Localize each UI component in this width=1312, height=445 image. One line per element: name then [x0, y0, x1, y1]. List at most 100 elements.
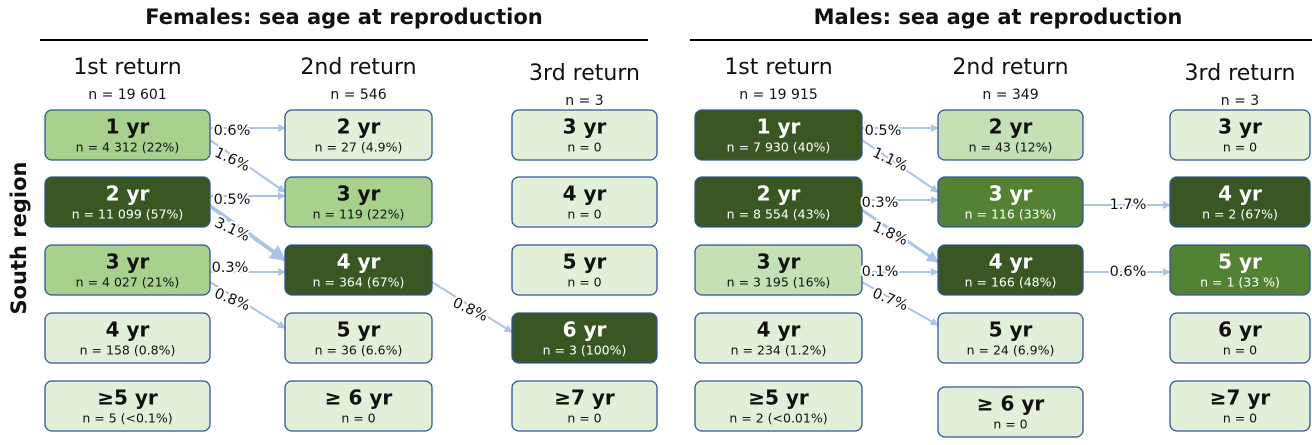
arrow [431, 281, 513, 333]
age-box [44, 380, 211, 432]
age-box [284, 380, 433, 432]
box-age: 2 yr [337, 115, 381, 139]
box-age: 1 yr [106, 115, 150, 139]
arrow-label: 0.5% [214, 192, 251, 208]
column-header: 2nd return [952, 55, 1068, 80]
box-age: 4 yr [563, 182, 607, 206]
age-box [284, 244, 433, 296]
arrow-label: 0.3% [862, 195, 899, 211]
age-box [937, 312, 1084, 364]
box-n: n = 3 (100%) [543, 343, 627, 358]
box-n: n = 4 027 (21%) [76, 275, 180, 290]
age-box [694, 244, 863, 296]
box-n: n = 1 (33 %) [1200, 275, 1280, 290]
age-box [694, 109, 863, 161]
arrow-label: 0.1% [862, 264, 899, 280]
box-n: n = 166 (48%) [965, 275, 1057, 290]
column-header: 1st return [724, 55, 832, 80]
age-box [1169, 244, 1311, 296]
column-n: n = 19 601 [88, 87, 167, 103]
arrow-label: 0.8% [212, 286, 252, 315]
arrow-label: 0.7% [870, 286, 910, 315]
age-box [937, 244, 1084, 296]
box-age: 3 yr [106, 250, 150, 274]
arrow-label: 1.1% [870, 145, 910, 175]
box-n: n = 8 554 (43%) [727, 207, 831, 222]
age-box [44, 176, 211, 228]
box-n: n = 0 [567, 207, 601, 222]
box-n: n = 0 [1223, 140, 1257, 155]
age-box [694, 380, 863, 432]
column-header: 3rd return [1185, 61, 1296, 86]
arrow [861, 208, 939, 264]
box-n: n = 2 (67%) [1202, 207, 1278, 222]
column-header: 1st return [73, 55, 181, 80]
box-age: 4 yr [337, 250, 381, 274]
arrows [208, 124, 1171, 333]
box-age: 5 yr [1218, 250, 1262, 274]
box-n: n = 4 312 (22%) [76, 140, 180, 155]
side-label: South region [7, 161, 31, 314]
arrow [861, 281, 939, 326]
arrow-label: 1.7% [1110, 197, 1147, 213]
arrow-label: 0.6% [214, 123, 251, 139]
age-box [511, 380, 658, 432]
box-age: 4 yr [989, 250, 1033, 274]
box-age: 6 yr [563, 318, 607, 342]
arrow-label: 1.6% [212, 145, 252, 175]
age-box [284, 312, 433, 364]
box-age: 4 yr [1218, 182, 1262, 206]
box-n: n = 0 [567, 275, 601, 290]
boxes: 1 yrn = 4 312 (22%)2 yrn = 11 099 (57%)3… [44, 109, 1311, 438]
box-n: n = 5 (<0.1%) [82, 411, 172, 426]
age-box [511, 312, 658, 364]
box-age: 4 yr [757, 318, 801, 342]
column-n: n = 3 [565, 93, 603, 109]
box-n: n = 2 (<0.01%) [729, 411, 827, 426]
box-age: ≥5 yr [748, 386, 809, 410]
age-box [511, 109, 658, 161]
age-box [1169, 380, 1311, 432]
box-n: n = 0 [1223, 411, 1257, 426]
arrow-label: 1.8% [870, 219, 910, 249]
arrow-label: 0.8% [450, 295, 490, 325]
box-n: n = 3 195 (16%) [727, 275, 831, 290]
box-age: 3 yr [337, 182, 381, 206]
box-n: n = 234 (1.2%) [731, 343, 827, 358]
box-age: 6 yr [1218, 318, 1262, 342]
age-box [694, 312, 863, 364]
box-n: n = 0 [993, 417, 1027, 432]
column-header: 3rd return [529, 61, 640, 86]
box-age: 5 yr [563, 250, 607, 274]
age-box [937, 386, 1084, 438]
box-n: n = 43 (12%) [969, 140, 1053, 155]
box-age: ≥ 6 yr [977, 392, 1045, 416]
box-n: n = 0 [341, 411, 375, 426]
age-box [44, 244, 211, 296]
box-n: n = 364 (67%) [313, 275, 405, 290]
box-n: n = 116 (33%) [965, 207, 1057, 222]
box-n: n = 0 [1223, 343, 1257, 358]
box-age: 2 yr [757, 182, 801, 206]
arrow-label: 0.5% [865, 123, 902, 139]
arrow [861, 139, 939, 193]
age-box [937, 176, 1084, 228]
labels: Females: sea age at reproduction 1st retu… [73, 5, 1296, 327]
column-n: n = 19 915 [739, 87, 818, 103]
age-box [284, 176, 433, 228]
age-box [1169, 312, 1311, 364]
box-age: ≥7 yr [1210, 386, 1271, 410]
box-age: 2 yr [989, 115, 1033, 139]
box-age: 3 yr [563, 115, 607, 139]
column-n: n = 546 [330, 87, 386, 103]
column-header: 2nd return [300, 55, 416, 80]
box-age: 3 yr [1218, 115, 1262, 139]
age-box [511, 244, 658, 296]
age-box [44, 312, 211, 364]
panel-title: Females: sea age at reproduction [145, 5, 542, 29]
box-n: n = 0 [567, 140, 601, 155]
age-box [284, 109, 433, 161]
arrow [209, 281, 286, 329]
age-box [511, 176, 658, 228]
